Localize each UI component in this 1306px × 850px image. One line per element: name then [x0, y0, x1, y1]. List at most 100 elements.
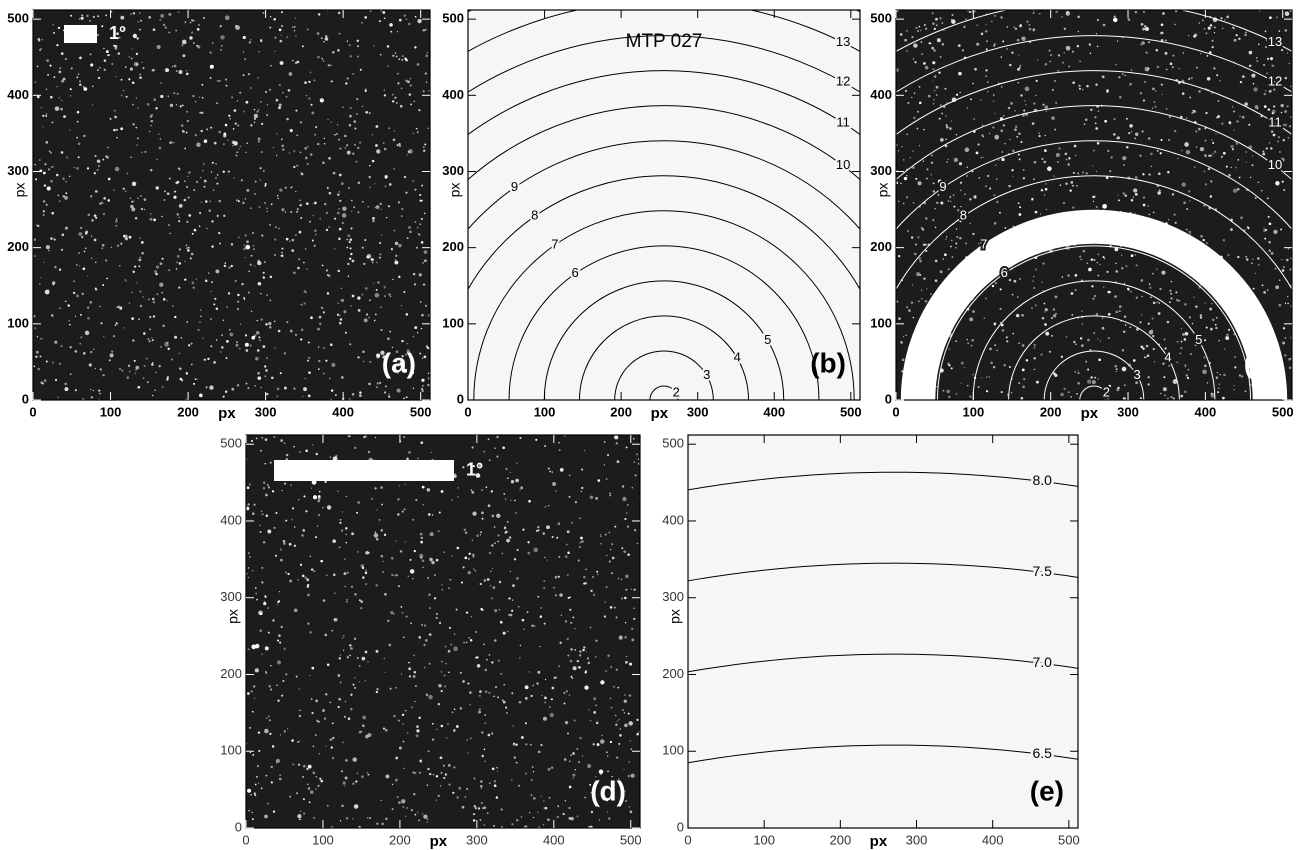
- star: [1053, 175, 1055, 177]
- star: [298, 258, 301, 261]
- star: [556, 536, 559, 539]
- star: [115, 75, 117, 78]
- star: [199, 111, 202, 114]
- star: [216, 214, 219, 217]
- star: [138, 12, 141, 14]
- star: [1116, 388, 1120, 392]
- star: [422, 90, 425, 93]
- star: [339, 521, 342, 524]
- star: [543, 800, 545, 802]
- star: [298, 230, 302, 234]
- star: [361, 724, 365, 728]
- star: [539, 615, 543, 618]
- star: [341, 637, 344, 639]
- star: [566, 530, 570, 534]
- star: [495, 686, 497, 688]
- star: [43, 379, 47, 382]
- star: [918, 85, 921, 88]
- star: [305, 449, 309, 453]
- star: [166, 376, 170, 379]
- star: [306, 28, 309, 31]
- star: [924, 65, 929, 70]
- star: [933, 89, 936, 92]
- star: [1162, 12, 1165, 15]
- star: [1145, 356, 1148, 358]
- star: [220, 351, 222, 353]
- star: [37, 37, 41, 41]
- y-tick-label: 500: [870, 11, 892, 26]
- star: [357, 45, 359, 48]
- star: [369, 360, 372, 363]
- star: [448, 587, 451, 590]
- star: [416, 331, 419, 334]
- star: [907, 101, 910, 105]
- star: [1284, 302, 1287, 305]
- star: [65, 57, 68, 60]
- star: [310, 103, 313, 106]
- star: [194, 134, 197, 137]
- star: [364, 16, 367, 19]
- star: [205, 386, 208, 389]
- star: [510, 499, 512, 501]
- star: [1038, 132, 1041, 135]
- star: [281, 489, 283, 492]
- star: [412, 272, 416, 276]
- star: [948, 348, 951, 350]
- star: [255, 592, 258, 595]
- star: [382, 571, 384, 573]
- star: [276, 194, 279, 197]
- star: [1120, 254, 1123, 256]
- star: [1000, 86, 1003, 88]
- star: [986, 81, 989, 83]
- star: [122, 234, 126, 238]
- star: [1205, 242, 1208, 245]
- star: [410, 622, 412, 625]
- star: [195, 180, 199, 183]
- star: [323, 41, 325, 43]
- star: [375, 288, 378, 291]
- star: [77, 142, 81, 146]
- star: [438, 621, 442, 625]
- star: [564, 721, 569, 725]
- star: [243, 298, 246, 301]
- star: [69, 346, 72, 349]
- star: [407, 22, 411, 26]
- star: [274, 36, 277, 39]
- star: [453, 708, 456, 710]
- star: [307, 764, 312, 769]
- star: [352, 757, 358, 762]
- star: [115, 220, 118, 223]
- star: [36, 350, 39, 354]
- star: [996, 200, 999, 204]
- star: [917, 30, 919, 32]
- star: [307, 394, 311, 398]
- star: [935, 17, 938, 21]
- star: [303, 387, 308, 392]
- star: [436, 728, 438, 731]
- star: [617, 577, 620, 580]
- star: [633, 438, 635, 440]
- star: [423, 259, 427, 263]
- star: [1156, 65, 1160, 69]
- star: [396, 796, 399, 799]
- star: [1213, 26, 1216, 29]
- star: [408, 451, 411, 454]
- star: [1172, 54, 1175, 57]
- star: [166, 341, 169, 344]
- star: [201, 96, 204, 99]
- star: [518, 784, 521, 787]
- star: [1154, 105, 1157, 108]
- star: [138, 258, 142, 262]
- star: [926, 177, 928, 180]
- star: [917, 110, 919, 113]
- star: [274, 554, 278, 557]
- star: [193, 228, 197, 232]
- contour-label: 10: [836, 157, 850, 172]
- star: [300, 172, 304, 176]
- star: [170, 141, 173, 144]
- star: [431, 560, 435, 565]
- star: [418, 716, 421, 720]
- star: [313, 79, 316, 82]
- star: [507, 477, 509, 480]
- star: [1134, 132, 1139, 136]
